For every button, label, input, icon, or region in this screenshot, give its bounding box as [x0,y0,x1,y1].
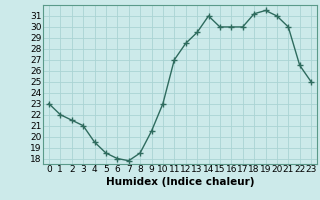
X-axis label: Humidex (Indice chaleur): Humidex (Indice chaleur) [106,177,254,187]
